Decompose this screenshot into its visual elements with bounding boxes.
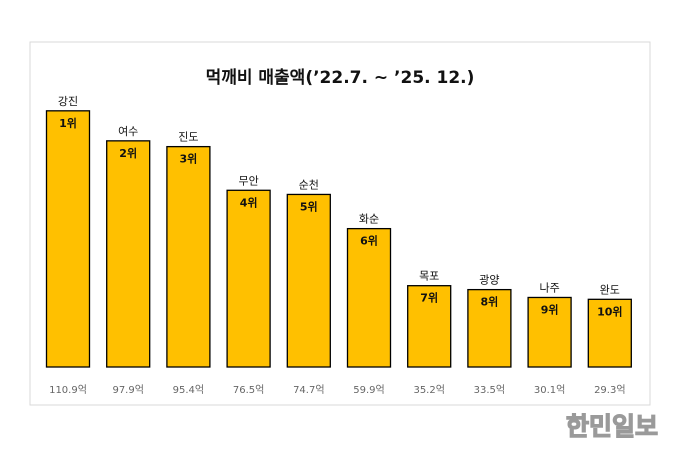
rank-label: 1위 (59, 117, 77, 130)
value-label: 29.3억 (594, 384, 625, 396)
rank-label: 10위 (597, 305, 622, 318)
watermark: 한민일보 (566, 412, 658, 441)
chart-title: 먹깨비 매출액(’22.7. ~ ’25. 12.) (206, 68, 475, 88)
category-label: 완도 (600, 283, 620, 296)
rank-label: 6위 (360, 235, 378, 248)
category-label: 강진 (58, 95, 78, 108)
category-label: 여수 (118, 125, 138, 138)
bar (467, 288, 512, 368)
category-label: 무안 (238, 174, 258, 187)
category-label: 진도 (178, 131, 198, 144)
bar (286, 193, 331, 368)
value-label: 33.5억 (474, 384, 505, 396)
category-label: 화순 (359, 213, 379, 226)
category-label: 광양 (479, 274, 499, 287)
rank-label: 8위 (481, 296, 499, 309)
category-label: 나주 (539, 281, 559, 294)
bar (45, 110, 91, 368)
rank-label: 7위 (420, 292, 438, 305)
category-label: 순천 (299, 177, 319, 191)
value-label: 35.2억 (413, 384, 444, 396)
value-label: 76.5억 (233, 384, 264, 396)
bar (166, 145, 211, 368)
value-label: 95.4억 (173, 384, 204, 396)
value-label: 110.9억 (49, 384, 87, 396)
category-label: 목포 (419, 270, 439, 283)
rank-label: 2위 (119, 147, 137, 160)
value-label: 30.1억 (534, 384, 565, 396)
bar (407, 285, 452, 368)
rank-label: 4위 (240, 196, 258, 209)
bar (226, 189, 271, 368)
bar (527, 296, 572, 368)
rank-label: 3위 (180, 153, 198, 166)
rank-label: 5위 (300, 200, 318, 213)
bar (106, 140, 151, 368)
value-label: 59.9억 (353, 384, 384, 396)
rank-label: 9위 (541, 303, 559, 316)
bar (587, 298, 632, 368)
value-label: 97.9억 (112, 384, 143, 396)
value-label: 74.7억 (293, 384, 324, 396)
bar (346, 227, 392, 368)
